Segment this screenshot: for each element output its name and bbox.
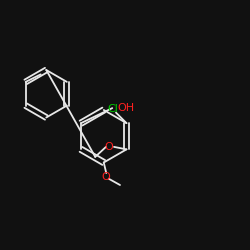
Text: Cl: Cl	[107, 104, 118, 114]
Text: O: O	[102, 172, 110, 182]
Text: O: O	[104, 142, 113, 152]
Text: OH: OH	[117, 103, 134, 113]
